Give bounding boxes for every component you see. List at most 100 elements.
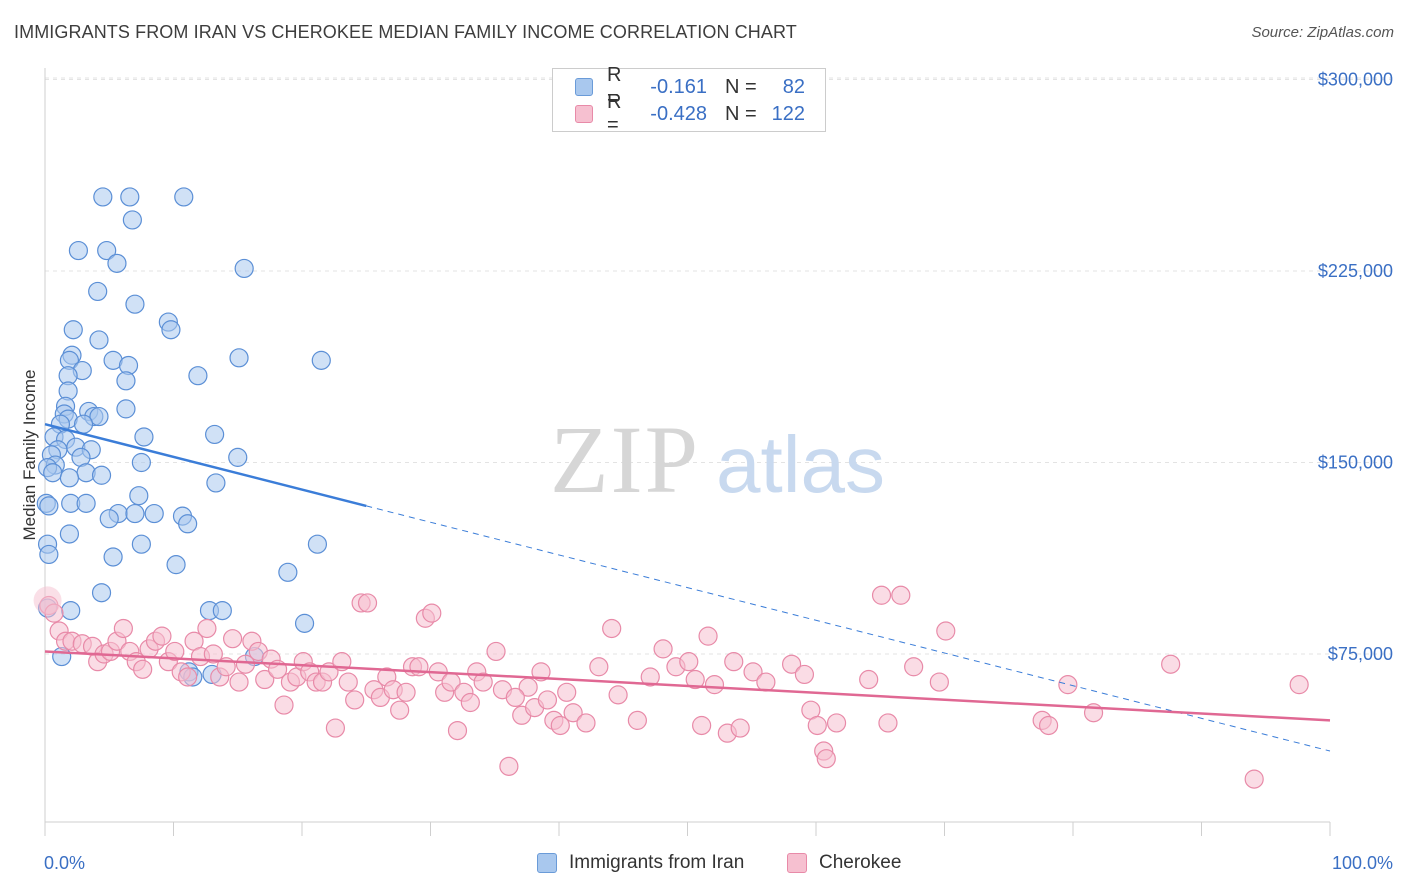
x-tick-label: 0.0% — [44, 853, 85, 873]
cherokee-point — [608, 685, 628, 705]
cherokee-point — [473, 672, 493, 692]
cherokee-point — [235, 654, 256, 674]
cherokee-point — [537, 690, 558, 710]
legend: R = -0.161 N = 82 R = -0.428 N = 122 — [552, 64, 826, 136]
iran-point — [91, 583, 112, 603]
cherokee-point — [724, 652, 744, 672]
legend-row-iran: R = -0.161 N = 82 — [575, 64, 805, 109]
y-axis-title: Median Family Income — [20, 369, 39, 540]
iran-point — [107, 253, 127, 273]
cherokee-point — [165, 641, 185, 662]
iran-point — [294, 613, 315, 633]
bottom-legend-swatch-iran — [537, 853, 557, 873]
legend-swatch-iran — [575, 78, 593, 96]
iran-point — [234, 258, 254, 279]
cherokee-point — [692, 715, 712, 736]
cherokee-point — [203, 644, 223, 664]
cherokee-point — [1244, 769, 1264, 789]
cherokee-point — [878, 713, 898, 733]
bottom-legend-swatch-cherokee — [787, 853, 807, 873]
cherokee-point — [531, 662, 551, 682]
iran-point — [76, 493, 96, 513]
cherokee-point — [1058, 675, 1078, 695]
cherokee-point — [223, 629, 243, 649]
cherokee-point — [229, 672, 249, 692]
cherokee-point — [422, 603, 442, 623]
cherokee-point — [390, 700, 410, 720]
cherokee-point — [730, 718, 750, 738]
cherokee-point — [396, 682, 416, 702]
cherokee-point — [133, 659, 153, 679]
iran-point — [68, 240, 89, 261]
cherokee-point — [826, 713, 847, 733]
iran-point — [116, 399, 136, 419]
cherokee-point — [653, 639, 673, 659]
cherokee-point — [756, 672, 776, 692]
iran-point — [129, 486, 149, 506]
cherokee-point — [1289, 675, 1309, 695]
watermark-zip: ZIP — [550, 406, 700, 513]
chart-title: IMMIGRANTS FROM IRAN VS CHEROKEE MEDIAN … — [14, 22, 797, 42]
iran-point — [278, 562, 298, 582]
iran-point — [120, 187, 140, 207]
iran-point — [89, 330, 109, 350]
cherokee-point — [486, 641, 506, 662]
axes — [44, 68, 1331, 836]
iran-point — [39, 544, 59, 565]
legend-r-label: R = — [607, 64, 622, 109]
bottom-legend-label-cherokee: Cherokee — [819, 852, 902, 873]
source-label: Source: ZipAtlas.com — [1251, 24, 1394, 41]
cherokee-point — [255, 669, 275, 690]
cherokee-point — [460, 692, 480, 713]
legend-n-value: 122 — [771, 102, 805, 125]
iran-point — [97, 240, 117, 261]
legend-n-label: N = — [725, 102, 757, 125]
cherokee-point — [550, 715, 570, 736]
iran-point — [206, 473, 226, 493]
legend-row-cherokee: R = -0.428 N = 122 — [575, 91, 805, 136]
iran-point — [125, 503, 145, 524]
cherokee-point — [859, 669, 879, 690]
cherokee-point — [816, 749, 836, 769]
iran-point — [125, 294, 145, 314]
legend-r-value: -0.428 — [650, 102, 707, 125]
cherokee-point — [589, 657, 609, 677]
cherokee-point — [447, 720, 468, 741]
grid-lines — [45, 77, 1392, 655]
cherokee-point — [274, 695, 294, 715]
iran-point — [188, 366, 208, 386]
cherokee-point — [325, 718, 346, 738]
y-tick-label: $150,000 — [1318, 453, 1393, 473]
watermark: ZIP atlas — [550, 406, 885, 513]
cherokee-point — [871, 585, 892, 605]
cherokee-point — [338, 672, 358, 692]
y-tick-label: $300,000 — [1318, 70, 1393, 90]
y-tick-label: $75,000 — [1328, 644, 1393, 664]
iran-point — [103, 547, 123, 567]
cherokee-point — [891, 585, 911, 605]
iran-point — [161, 320, 181, 340]
iran-point — [131, 452, 151, 473]
cherokee-point — [698, 626, 718, 646]
cherokee-point — [794, 664, 815, 685]
cherokee-point — [936, 621, 956, 641]
cherokee-point — [113, 618, 133, 639]
cherokee-trend-line — [44, 650, 1331, 722]
iran-point — [91, 465, 112, 485]
series-cherokee-points — [33, 585, 1309, 789]
iran-point — [99, 509, 119, 529]
iran-trend-line — [44, 422, 367, 508]
iran-point — [88, 281, 108, 302]
iran-point — [205, 424, 225, 445]
iran-point — [134, 427, 154, 447]
cherokee-point — [640, 667, 660, 687]
bottom-legend-cherokee: Cherokee — [787, 852, 901, 874]
cherokee-point — [704, 675, 725, 695]
cherokee-point — [505, 687, 525, 708]
iran-point — [307, 534, 328, 554]
cherokee-point — [576, 713, 596, 733]
iran-trend-extrapolation — [366, 505, 1331, 752]
legend-n-value: 82 — [782, 75, 805, 98]
bottom-legend-iran: Immigrants from Iran — [537, 852, 744, 874]
